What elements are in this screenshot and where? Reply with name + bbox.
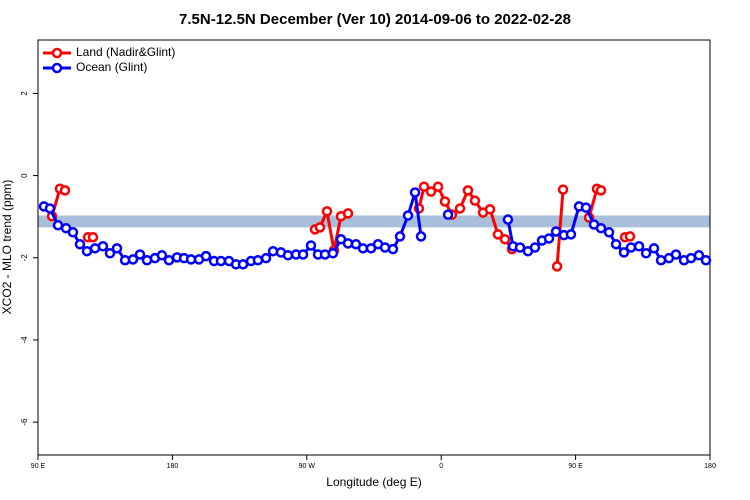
x-tick-label: 90 E: [31, 463, 46, 470]
point: [156, 250, 168, 261]
x-tick-label: 90 E: [568, 463, 583, 470]
point: [394, 231, 406, 242]
x-tick-label: 0: [439, 463, 443, 470]
point: [357, 243, 369, 254]
point: [67, 227, 79, 238]
point: [670, 249, 682, 260]
point: [625, 242, 637, 253]
point: [409, 187, 421, 198]
point: [415, 231, 427, 242]
point: [610, 238, 622, 250]
point: [215, 255, 227, 267]
point: [551, 261, 563, 272]
point: [595, 222, 607, 234]
legend-marker: [51, 47, 63, 59]
x-tick-label: 180: [167, 463, 179, 470]
point: [282, 250, 294, 261]
point: [111, 243, 123, 254]
legend-marker: [51, 62, 63, 74]
point: [418, 181, 430, 192]
x-tick-label: 180: [704, 463, 716, 470]
point: [442, 209, 454, 220]
point: [499, 234, 511, 245]
point: [565, 229, 577, 240]
point: [44, 203, 56, 214]
y-axis-label: XCO2 - MLO trend (ppm): [0, 180, 14, 315]
point: [297, 249, 309, 260]
point: [557, 184, 569, 195]
reference-band: [38, 215, 710, 228]
y-tick-label: -6: [20, 418, 29, 426]
point: [52, 220, 64, 231]
point: [469, 195, 481, 206]
point: [87, 231, 99, 243]
point: [314, 222, 326, 233]
point: [305, 240, 317, 251]
point: [104, 248, 116, 259]
point: [321, 206, 333, 217]
point: [492, 229, 504, 240]
point: [633, 241, 645, 252]
point: [580, 202, 592, 213]
point: [134, 249, 146, 260]
point: [59, 185, 71, 196]
point: [127, 254, 139, 265]
point: [425, 186, 437, 197]
point: [603, 227, 615, 238]
point: [693, 250, 705, 261]
point: [81, 245, 93, 257]
point: [74, 238, 86, 250]
point: [529, 242, 541, 253]
y-tick-label: -4: [20, 336, 29, 344]
point: [550, 226, 562, 237]
point: [200, 250, 212, 262]
point: [342, 208, 354, 219]
point: [260, 252, 272, 264]
point: [640, 248, 652, 259]
chart-title: 7.5N-12.5N December (Ver 10) 2014-09-06 …: [179, 11, 571, 28]
point: [484, 204, 496, 215]
legend-label: Land (Nadir&Glint): [76, 45, 175, 59]
point: [402, 210, 414, 221]
y-tick-label: 2: [20, 91, 29, 96]
point: [502, 214, 514, 225]
point: [462, 185, 474, 196]
legend-label: Ocean (Glint): [76, 60, 147, 74]
plot-frame: [37, 39, 711, 456]
point: [648, 243, 660, 254]
point: [514, 242, 526, 253]
point: [163, 254, 175, 266]
x-axis-label: Longitude (deg E): [326, 475, 421, 489]
point: [432, 181, 444, 192]
point: [618, 247, 630, 258]
point: [439, 196, 451, 207]
point: [267, 245, 279, 257]
point: [700, 254, 712, 266]
point: [624, 231, 636, 242]
point: [252, 254, 264, 266]
point: [543, 233, 555, 244]
x-tick-label: 90 W: [299, 463, 316, 470]
y-tick-label: -2: [20, 254, 29, 262]
point: [454, 203, 466, 214]
point: [595, 185, 607, 196]
y-tick-label: 0: [20, 173, 29, 178]
point: [97, 241, 109, 252]
point: [327, 248, 339, 259]
point: [319, 249, 331, 260]
point: [387, 243, 399, 255]
